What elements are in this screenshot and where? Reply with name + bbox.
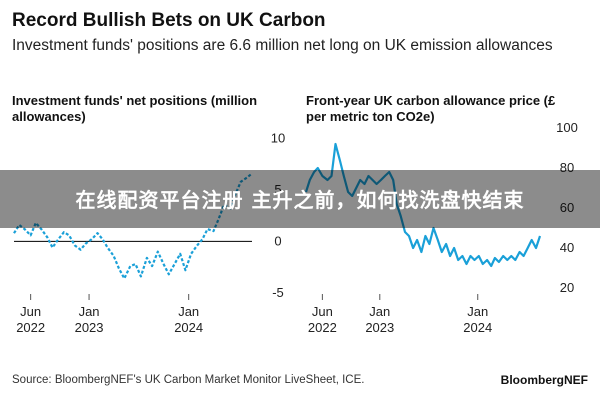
left-x-tick-label: Jan	[79, 304, 100, 319]
right-x-tick-label: Jun	[312, 304, 333, 319]
left-y-tick-label: 5	[274, 182, 281, 197]
left-y-tick-label: -5	[272, 285, 284, 300]
chart-title: Record Bullish Bets on UK Carbon	[12, 10, 326, 31]
right-y-tick-label: 20	[560, 280, 574, 295]
right-x-tick-year: 2024	[463, 320, 492, 335]
chart-subtitle: Investment funds' positions are 6.6 mill…	[12, 37, 553, 54]
brand-logo: BloombergNEF	[500, 373, 588, 387]
left-x-tick-label: Jan	[178, 304, 199, 319]
left-y-tick-label: 0	[274, 233, 281, 248]
right-y-tick-label: 100	[556, 120, 578, 135]
left-series-line	[13, 172, 253, 280]
right-x-tick-year: 2022	[308, 320, 337, 335]
overlay-banner-text: 在线配资平台注册 主升之前，如何找洗盘快结束	[75, 188, 525, 212]
right-x-tick-year: 2023	[365, 320, 394, 335]
left-panel-title: Investment funds' net positions (million…	[12, 93, 258, 124]
source-note: Source: BloombergNEF's UK Carbon Market …	[12, 374, 365, 386]
left-x-tick-year: 2022	[16, 320, 45, 335]
right-y-tick-label: 40	[560, 240, 574, 255]
right-y-tick-label: 80	[560, 160, 574, 175]
right-x-tick-label: Jan	[467, 304, 488, 319]
left-x-tick-year: 2023	[75, 320, 104, 335]
left-y-tick-label: 10	[271, 131, 285, 146]
right-x-tick-label: Jan	[369, 304, 390, 319]
overlay-banner	[0, 170, 600, 228]
right-y-tick-label: 60	[560, 200, 574, 215]
left-x-tick-label: Jun	[20, 304, 41, 319]
right-panel-title: Front-year UK carbon allowance price (£ …	[306, 93, 556, 124]
right-series-line	[304, 142, 542, 268]
left-x-tick-year: 2024	[174, 320, 203, 335]
